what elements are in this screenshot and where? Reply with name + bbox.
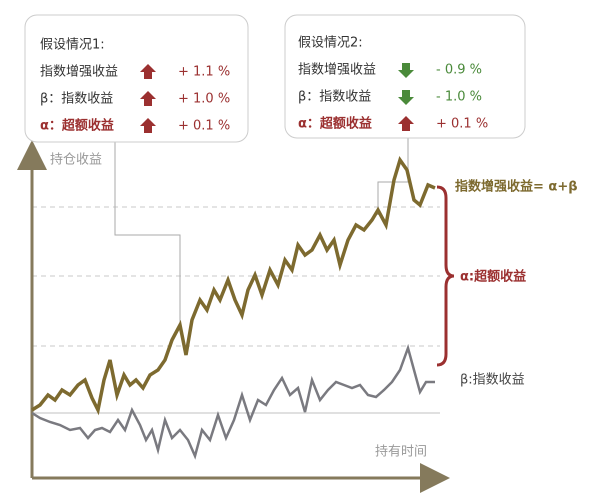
row-label: β：指数收益	[298, 90, 371, 105]
enhanced-label: 指数增强收益= α+β	[455, 179, 578, 195]
trend-arrow	[140, 64, 156, 79]
row-value: + 1.1 %	[178, 65, 230, 80]
connector	[114, 142, 181, 325]
scenario-title: 假设情况1:	[40, 38, 105, 53]
alpha-brace	[436, 185, 455, 367]
enhanced-line	[31, 156, 436, 416]
trend-arrow	[398, 116, 414, 131]
y-axis-label: 持仓收益	[50, 153, 102, 168]
trend-arrow	[398, 90, 414, 105]
trend-arrow	[140, 91, 156, 106]
row-value: - 1.0 %	[436, 90, 482, 105]
connector	[377, 138, 409, 215]
x-axis-label: 持有时间	[375, 445, 427, 460]
row-label: α：超额收益	[298, 116, 372, 132]
guides	[32, 206, 440, 347]
scenario-title: 假设情况2:	[298, 36, 363, 51]
scenario-box	[24, 14, 249, 143]
row-value: + 0.1 %	[178, 119, 230, 134]
row-label: 指数增强收益	[298, 63, 376, 78]
row-value: + 0.1 %	[436, 117, 488, 132]
beta-label: β:指数收益	[460, 373, 525, 388]
trend-arrow	[398, 63, 414, 78]
row-label: 指数增强收益	[40, 65, 118, 80]
row-value: + 1.0 %	[178, 92, 230, 107]
row-label: α：超额收益	[40, 118, 114, 134]
beta-line	[31, 343, 435, 460]
row-value: - 0.9 %	[436, 63, 482, 78]
trend-arrow	[140, 118, 156, 133]
alpha-label: α:超额收益	[460, 269, 526, 285]
row-label: β：指数收益	[40, 92, 113, 107]
